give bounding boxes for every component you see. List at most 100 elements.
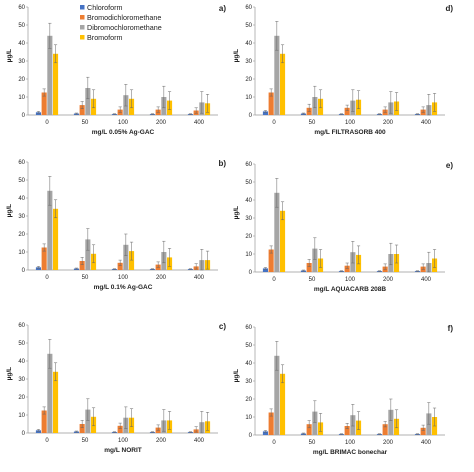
x-tick-label: 50 [82, 438, 89, 444]
bar-dibromochloromethane [388, 409, 394, 435]
x-axis-label: mg/L 0.1% Ag-GAC [94, 284, 153, 291]
bar-bromodichloromethane [382, 424, 388, 435]
y-tick-label: 50 [245, 180, 252, 186]
y-axis-label: µg/L [233, 49, 240, 63]
y-tick-label: 50 [18, 178, 25, 184]
x-tick-label: 0 [272, 120, 276, 126]
bar-dibromochloromethane [274, 355, 280, 435]
x-tick-label: 0 [272, 277, 276, 283]
panel-label: f) [448, 324, 454, 333]
y-tick-label: 40 [245, 41, 252, 47]
x-tick-label: 200 [383, 277, 394, 283]
y-tick-label: 50 [18, 341, 25, 347]
x-tick-label: 50 [82, 120, 89, 126]
y-tick-label: 10 [18, 95, 25, 101]
x-tick-label: 100 [118, 438, 129, 444]
legend-swatch-bromoform [80, 35, 85, 40]
chart-panel: 0 10 20 30 40 50 60 µg/L b) 0 50 100 200 400 mg/L 0.1%… [6, 159, 226, 291]
x-tick-label: 50 [82, 275, 89, 281]
y-tick-label: 20 [245, 234, 252, 240]
y-tick-label: 20 [245, 397, 252, 403]
x-tick-label: 400 [194, 438, 205, 444]
y-tick-label: 20 [18, 77, 25, 83]
panel-label: e) [446, 161, 453, 170]
bar-dibromochloromethane [274, 35, 280, 115]
bar-bromodichloromethane [268, 249, 274, 272]
bar-bromodichloromethane [344, 426, 350, 435]
x-tick-label: 50 [309, 440, 316, 446]
y-tick-label: 10 [18, 250, 25, 256]
chart-panel: 0 10 20 30 40 50 60 µg/L d) 0 50 100 200 400 mg/L FILT… [233, 4, 453, 136]
bar-dibromochloromethane [47, 35, 53, 115]
y-tick-label: 20 [18, 395, 25, 401]
bar-bromodichloromethane [79, 261, 85, 270]
bar-bromodichloromethane [268, 412, 274, 435]
y-tick-label: 30 [245, 59, 252, 65]
y-tick-label: 10 [245, 415, 252, 421]
y-tick-label: 60 [245, 5, 252, 11]
y-tick-label: 30 [18, 377, 25, 383]
y-tick-label: 40 [245, 361, 252, 367]
legend: Chloroform Bromodichloromethane Dibromoc… [80, 3, 162, 42]
bar-bromodichloromethane [41, 92, 47, 115]
panel-label: d) [445, 4, 453, 13]
x-tick-label: 100 [118, 275, 129, 281]
y-tick-label: 60 [18, 5, 25, 11]
y-tick-label: 60 [18, 160, 25, 166]
bar-bromodichloromethane [306, 263, 312, 272]
panel-label: a) [219, 4, 226, 13]
bar-bromodichloromethane [117, 425, 123, 433]
bar-bromodichloromethane [344, 107, 350, 115]
bar-bromodichloromethane [117, 262, 123, 270]
bar-bromoform [53, 53, 59, 115]
x-tick-label: 400 [421, 120, 432, 126]
bar-dibromochloromethane [312, 411, 318, 435]
bar-chloroform [262, 268, 268, 272]
bar-bromoform [53, 208, 59, 270]
panel-label: c) [219, 322, 226, 331]
y-tick-label: 20 [18, 232, 25, 238]
y-tick-label: 30 [245, 379, 252, 385]
y-tick-label: 40 [18, 196, 25, 202]
chart-panel: 0 10 20 30 40 50 60 µg/L a) 0 50 100 200 400 mg/L 0.05… [6, 4, 226, 136]
bar-dibromochloromethane [85, 239, 91, 270]
x-tick-label: 0 [45, 438, 49, 444]
bar-bromodichloromethane [41, 410, 47, 433]
y-tick-label: 0 [249, 433, 253, 439]
y-tick-label: 40 [245, 198, 252, 204]
legend-swatch-chloroform [80, 5, 85, 10]
y-tick-label: 30 [245, 216, 252, 222]
panel-label: b) [218, 159, 226, 168]
y-tick-label: 30 [18, 59, 25, 65]
x-tick-label: 100 [345, 277, 356, 283]
bar-dibromochloromethane [85, 409, 91, 433]
y-tick-label: 40 [18, 41, 25, 47]
bar-bromoform [280, 210, 286, 272]
bar-bromoform [53, 371, 59, 433]
x-tick-label: 0 [272, 440, 276, 446]
y-tick-label: 10 [18, 413, 25, 419]
legend-label-bromodichloromethane: Bromodichloromethane [87, 13, 161, 22]
y-tick-label: 60 [18, 323, 25, 329]
bar-chloroform [35, 430, 41, 433]
bar-bromoform [280, 373, 286, 435]
bar-bromodichloromethane [41, 247, 47, 270]
y-tick-label: 0 [22, 431, 26, 437]
y-tick-label: 40 [18, 359, 25, 365]
bar-bromoform [280, 53, 286, 115]
bar-chloroform [35, 267, 41, 270]
x-tick-label: 200 [156, 275, 167, 281]
chart-panel: 0 10 20 30 40 50 60 µg/L c) 0 50 100 200 400 mg/L NORI… [6, 322, 226, 454]
x-axis-label: mg/L 0.05% Ag-GAC [92, 129, 155, 136]
legend-swatch-dibromochloromethane [80, 25, 85, 30]
bar-dibromochloromethane [123, 244, 129, 270]
x-tick-label: 400 [194, 120, 205, 126]
bar-bromodichloromethane [79, 424, 85, 433]
y-tick-label: 10 [245, 95, 252, 101]
y-tick-label: 50 [245, 23, 252, 29]
x-tick-label: 100 [345, 120, 356, 126]
bar-dibromochloromethane [47, 353, 53, 433]
legend-swatch-bromodichloromethane [80, 15, 85, 20]
y-tick-label: 0 [249, 270, 253, 276]
bar-bromodichloromethane [79, 105, 85, 115]
